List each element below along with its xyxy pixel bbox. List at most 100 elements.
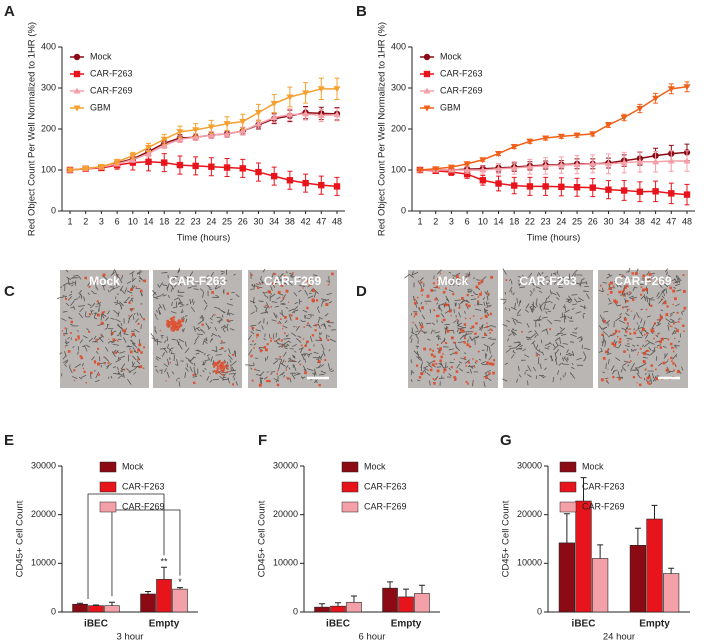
marker [333,86,341,93]
panel-letter: F [258,432,267,449]
marker [683,157,691,164]
marker [495,180,502,187]
bar [663,573,680,613]
y-tick-label: 100 [391,164,406,174]
y-tick-label: 0 [401,205,406,215]
image-label: Mock [89,274,120,288]
x-tick-label: 6 [115,216,120,226]
legend-marker [73,53,81,61]
legend-label: CAR-F263 [90,68,133,78]
y-tick-label: 10000 [517,558,542,568]
marker [192,162,199,170]
marker [605,186,612,193]
marker [270,172,278,180]
y-tick-label: 0 [51,606,56,616]
y-tick-label: 30000 [517,460,542,470]
cell-texture [245,268,336,384]
legend-swatch [559,501,577,513]
x-tick-label: 22 [525,216,535,226]
x-tick-label: 6 [465,216,470,226]
marker [254,110,262,117]
error-bar [176,587,183,590]
marker [667,157,675,164]
marker [160,141,168,148]
x-tick-label: Empty [639,619,670,630]
error-bar [319,603,326,608]
bar [414,593,430,613]
legend-label: CAR-F269 [90,85,133,95]
marker [176,129,184,136]
marker [636,105,644,113]
bar [398,596,414,613]
error-bar [403,588,409,597]
marker [667,86,675,93]
marker [432,166,440,173]
legend-label: CAR-F269 [122,501,165,511]
x-axis-title: Time (hours) [177,233,231,244]
marker [542,162,550,169]
x-tick-label: 2 [83,216,88,226]
cell-texture [598,267,685,385]
marker [479,177,487,184]
bar [72,603,88,613]
image-label: Mock [438,274,469,288]
legend-marker [73,105,81,112]
marker [573,184,581,191]
y-tick-label: 0 [537,606,542,616]
red-cells [600,272,687,387]
x-tick-label: 22 [175,216,185,226]
error-bar [145,591,152,594]
panel-letter: G [500,432,512,449]
legend-label: CAR-F269 [440,85,483,95]
x-tick-label: 25 [572,216,582,226]
bar [346,601,362,613]
marker [542,183,549,190]
x-tick-label: Empty [391,619,422,630]
marker [223,121,231,128]
x-tick-label: 42 [301,216,311,226]
image-label: CAR-F269 [614,274,672,288]
marker [176,161,184,169]
error-bar [580,477,587,502]
legend-label: Mock [90,51,112,61]
legend-marker [423,87,431,94]
marker [160,136,168,143]
marker [145,144,153,151]
x-tick-label: 14 [494,216,504,226]
marker [416,167,424,174]
panel-letter: D [356,283,367,300]
y-tick-label: 300 [391,82,406,92]
x-tick-label: iBEC [572,619,596,630]
x-tick-label: 42 [651,216,661,226]
cell-texture [56,269,144,385]
x-tick-label: 34 [269,216,279,226]
bar [592,558,609,613]
y-tick-label: 100 [41,164,56,174]
legend-swatch [99,461,117,473]
marker [239,127,247,134]
x-tick-label: 3 [99,216,104,226]
marker [683,191,691,198]
marker [526,163,534,170]
y-axis-title: CD45+ Cell Count [257,500,268,577]
marker [652,95,660,102]
marker [161,159,168,166]
legend-swatch [341,461,359,473]
marker [604,160,612,167]
legend-swatch [559,461,577,473]
marker [652,188,659,195]
marker [318,181,325,189]
x-tick-label: 47 [316,216,326,226]
error-bar [418,584,425,594]
legend-marker [423,70,431,78]
y-tick-label: 200 [41,123,56,133]
marker [239,119,247,126]
legend-marker [73,70,81,78]
marker [286,177,294,184]
error-bar [335,602,341,607]
legend-label: Mock [364,461,386,471]
legend-label: Mock [582,461,604,471]
legend-swatch [99,481,117,493]
marker [510,144,518,151]
x-tick-label: 10 [478,216,488,226]
